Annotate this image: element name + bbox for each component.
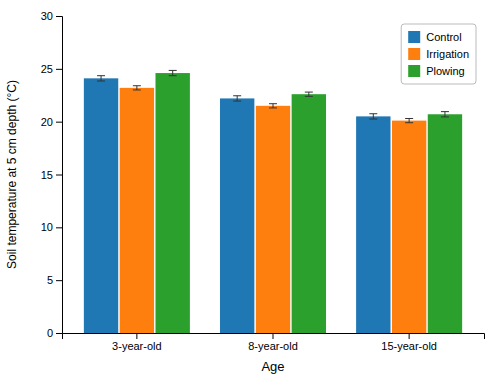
legend-item: Control bbox=[408, 31, 461, 43]
legend: Control Irrigation Plowing bbox=[401, 24, 476, 84]
tick-mark bbox=[56, 227, 62, 228]
x-axis-title: Age bbox=[261, 359, 284, 374]
tick: 25 bbox=[41, 63, 62, 75]
error-bar bbox=[133, 86, 141, 90]
bar bbox=[155, 73, 189, 333]
tick-mark bbox=[56, 122, 62, 123]
bar bbox=[392, 121, 426, 333]
error-cap bbox=[269, 107, 277, 108]
axis-line bbox=[56, 17, 63, 334]
bar bbox=[356, 116, 390, 333]
tick-mark bbox=[56, 16, 62, 17]
error-cap bbox=[133, 85, 141, 86]
error-cap bbox=[405, 118, 413, 119]
error-cap bbox=[369, 113, 377, 114]
bar bbox=[292, 94, 326, 333]
error-cap bbox=[97, 80, 105, 81]
bar bbox=[220, 98, 254, 333]
tick: 15 bbox=[41, 169, 62, 181]
tick-mark bbox=[56, 333, 62, 334]
error-cap bbox=[405, 122, 413, 123]
tick-mark bbox=[56, 280, 62, 281]
tick-label: 15-year-old bbox=[381, 340, 437, 352]
tick-mark bbox=[136, 333, 137, 339]
series bbox=[155, 70, 462, 333]
tick: 10 bbox=[41, 221, 62, 233]
error-cap bbox=[369, 119, 377, 120]
bar bbox=[84, 78, 118, 333]
error-cap bbox=[305, 96, 313, 97]
error-line bbox=[273, 104, 274, 108]
bar bbox=[428, 114, 462, 333]
error-cap bbox=[305, 92, 313, 93]
x-axis: 3-year-old 8-year-old 15-year-old bbox=[63, 333, 485, 352]
tick-label: 30 bbox=[41, 10, 53, 22]
tick-mark bbox=[56, 175, 62, 176]
error-bar bbox=[233, 96, 241, 101]
error-line bbox=[373, 114, 374, 119]
tick-mark bbox=[273, 333, 274, 339]
error-bar bbox=[405, 118, 413, 122]
error-line bbox=[237, 96, 238, 101]
legend-swatch bbox=[408, 65, 420, 77]
chart-container: 0 5 10 15 20 25 30 3-year-old 8-year-old 15-year-… bbox=[0, 0, 500, 383]
error-bar bbox=[441, 112, 449, 117]
error-cap bbox=[169, 75, 177, 76]
tick-label: 25 bbox=[41, 63, 53, 75]
tick: 20 bbox=[41, 116, 62, 128]
legend-swatch bbox=[408, 31, 420, 43]
marks bbox=[84, 70, 462, 333]
error-line bbox=[308, 92, 309, 96]
error-cap bbox=[233, 95, 241, 96]
legend-item: Plowing bbox=[408, 65, 465, 77]
tick: 3-year-old bbox=[112, 333, 162, 352]
legend-swatch bbox=[408, 48, 420, 60]
legend-label: Control bbox=[426, 31, 461, 43]
tick: 30 bbox=[41, 10, 62, 22]
tick: 8-year-old bbox=[248, 333, 298, 352]
tick-label: 10 bbox=[41, 221, 53, 233]
tick-mark bbox=[409, 333, 410, 339]
legend-label: Plowing bbox=[426, 65, 465, 77]
error-line bbox=[409, 118, 410, 122]
error-cap bbox=[269, 103, 277, 104]
error-bar bbox=[169, 70, 177, 75]
tick-mark bbox=[56, 69, 62, 70]
bar bbox=[120, 88, 154, 333]
error-cap bbox=[441, 116, 449, 117]
legend-item: Irrigation bbox=[408, 48, 469, 60]
tick: 5 bbox=[47, 274, 62, 286]
tick-label: 0 bbox=[47, 327, 53, 339]
y-axis: 0 5 10 15 20 25 30 bbox=[41, 10, 63, 339]
error-bar bbox=[369, 114, 377, 119]
error-cap bbox=[169, 70, 177, 71]
tick-label: 20 bbox=[41, 116, 53, 128]
tick-label: 5 bbox=[47, 274, 53, 286]
error-cap bbox=[133, 89, 141, 90]
tick: 15-year-old bbox=[381, 333, 437, 352]
axis-line bbox=[63, 334, 485, 340]
error-bar bbox=[97, 76, 105, 81]
plot: 0 5 10 15 20 25 30 3-year-old 8-year-old 15-year-… bbox=[41, 10, 485, 352]
legend-frame bbox=[401, 24, 476, 84]
error-line bbox=[136, 86, 137, 90]
error-line bbox=[444, 112, 445, 117]
error-cap bbox=[233, 101, 241, 102]
series bbox=[84, 76, 391, 333]
bar bbox=[256, 106, 290, 333]
chart: 0 5 10 15 20 25 30 3-year-old 8-year-old 15-year-… bbox=[0, 0, 500, 383]
error-line bbox=[172, 70, 173, 75]
error-cap bbox=[441, 111, 449, 112]
error-cap bbox=[97, 75, 105, 76]
legend-label: Irrigation bbox=[426, 48, 469, 60]
error-bar bbox=[305, 92, 313, 96]
tick-label: 3-year-old bbox=[112, 340, 162, 352]
tick-label: 8-year-old bbox=[248, 340, 298, 352]
error-line bbox=[101, 76, 102, 81]
tick-label: 15 bbox=[41, 169, 53, 181]
error-bar bbox=[269, 104, 277, 108]
y-axis-title: Soil temperature at 5 cm depth (°C) bbox=[5, 80, 19, 269]
tick: 0 bbox=[47, 327, 62, 339]
